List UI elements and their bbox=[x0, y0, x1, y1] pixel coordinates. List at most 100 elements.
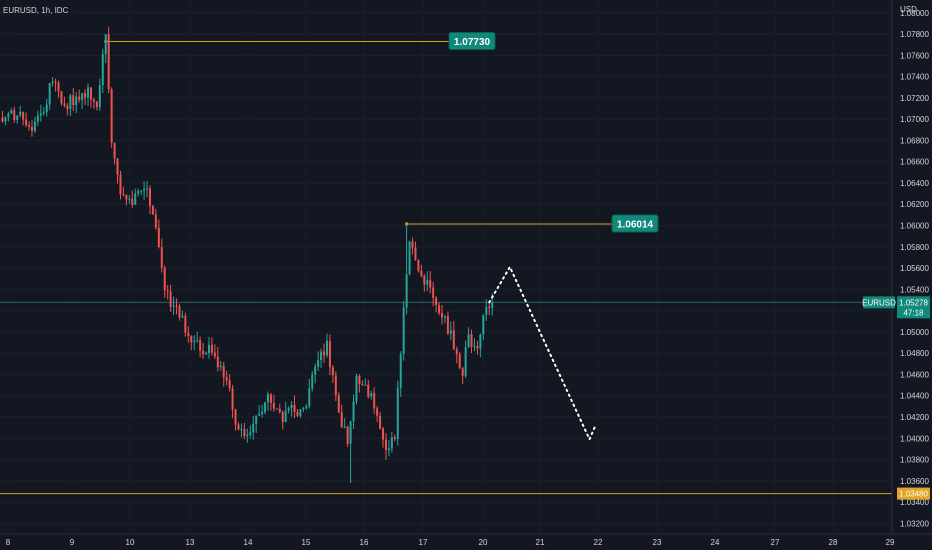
candle-body bbox=[449, 330, 452, 334]
candle-body bbox=[287, 407, 290, 411]
candle-body bbox=[125, 195, 128, 200]
candle-body bbox=[190, 336, 193, 343]
candle-body bbox=[225, 377, 228, 381]
candle-body bbox=[87, 87, 90, 98]
price-tick-label: 1.05400 bbox=[900, 285, 929, 294]
candle-body bbox=[30, 126, 33, 131]
candle-body bbox=[172, 305, 175, 307]
price-tick-label: 1.04000 bbox=[900, 434, 929, 443]
candle-body bbox=[28, 125, 31, 127]
candle-body bbox=[485, 306, 488, 315]
candle-body bbox=[110, 89, 113, 143]
price-tick-label: 1.03600 bbox=[900, 477, 929, 486]
candle-body bbox=[243, 429, 246, 437]
time-tick-label: 13 bbox=[186, 538, 195, 547]
candle-body bbox=[308, 388, 311, 407]
candle-body bbox=[349, 421, 352, 444]
price-tick-label: 1.04400 bbox=[900, 392, 929, 401]
candle-body bbox=[358, 375, 361, 384]
price-tick-label: 1.08000 bbox=[900, 9, 929, 18]
time-tick-label: 9 bbox=[70, 538, 75, 547]
candle-body bbox=[84, 93, 87, 98]
candle-body bbox=[66, 105, 69, 109]
candle-body bbox=[461, 367, 464, 376]
candle-body bbox=[89, 87, 92, 100]
candle-body bbox=[1, 117, 4, 122]
candle-body bbox=[364, 384, 367, 386]
time-tick-label: 20 bbox=[479, 538, 488, 547]
candle-body bbox=[202, 350, 205, 355]
candle-body bbox=[10, 110, 13, 114]
price-tick-label: 1.07000 bbox=[900, 115, 929, 124]
candle-body bbox=[199, 340, 202, 351]
candle-body bbox=[163, 267, 166, 291]
candle-body bbox=[222, 365, 225, 378]
candle-body bbox=[376, 408, 379, 416]
candle-body bbox=[205, 352, 208, 355]
time-tick-label: 17 bbox=[419, 538, 428, 547]
candle-body bbox=[39, 113, 42, 116]
candle-body bbox=[181, 315, 184, 318]
candle-body bbox=[355, 375, 358, 402]
candle-body bbox=[128, 198, 131, 200]
candle-body bbox=[258, 413, 261, 416]
candle-body bbox=[390, 437, 393, 449]
candle-body bbox=[476, 345, 479, 349]
candle-body bbox=[196, 340, 199, 342]
price-tick-label: 1.06200 bbox=[900, 200, 929, 209]
candle-body bbox=[19, 111, 22, 116]
last-price-box bbox=[897, 296, 930, 319]
candle-body bbox=[231, 388, 234, 410]
price-tick-label: 1.04600 bbox=[900, 370, 929, 379]
candle-body bbox=[216, 356, 219, 368]
price-tick-label: 1.06600 bbox=[900, 158, 929, 167]
candle-body bbox=[116, 158, 119, 175]
price-tick-label: 1.07800 bbox=[900, 30, 929, 39]
currency-label: USD bbox=[900, 5, 917, 14]
candle-body bbox=[290, 405, 293, 408]
candle-body bbox=[63, 103, 66, 106]
candle-body bbox=[269, 394, 272, 404]
candle-body bbox=[13, 110, 16, 120]
time-axis[interactable]: 8 9 10 13 14 15 16 17 20 21 22 23 24 27 28 29 bbox=[6, 538, 895, 547]
candle-body bbox=[113, 142, 116, 159]
candle-body bbox=[278, 408, 281, 413]
candle-body bbox=[296, 411, 299, 416]
candle-body bbox=[240, 429, 243, 431]
time-tick-label: 14 bbox=[244, 538, 253, 547]
candle-body bbox=[213, 352, 216, 357]
candle-body bbox=[423, 275, 426, 285]
candle-body bbox=[7, 113, 10, 118]
price-axis[interactable]: 1.08000 1.07800 1.07600 1.07400 1.07200 1.070… bbox=[900, 9, 929, 529]
symbol-label: EURUSD, 1h, IDC bbox=[3, 6, 69, 15]
candle-body bbox=[467, 334, 470, 348]
time-tick-label: 29 bbox=[886, 538, 895, 547]
candle-body bbox=[470, 334, 473, 347]
time-tick-label: 28 bbox=[829, 538, 838, 547]
candle-body bbox=[42, 112, 45, 114]
candle-body bbox=[331, 367, 334, 376]
candle-body bbox=[328, 340, 331, 368]
candle-body bbox=[370, 393, 373, 397]
candle-body bbox=[143, 189, 146, 191]
candle-body bbox=[387, 448, 390, 451]
candle-body bbox=[169, 291, 172, 307]
candle-body bbox=[393, 437, 396, 440]
candle-body bbox=[435, 297, 438, 306]
candle-body bbox=[284, 410, 287, 422]
candle-body bbox=[95, 101, 98, 108]
candle-body bbox=[441, 312, 444, 318]
time-tick-label: 10 bbox=[126, 538, 135, 547]
candle-body bbox=[98, 85, 101, 108]
price-tick-label: 1.05800 bbox=[900, 243, 929, 252]
candle-body bbox=[299, 409, 302, 416]
candle-body bbox=[272, 403, 275, 409]
candle-body bbox=[246, 434, 249, 437]
candle-body bbox=[399, 353, 402, 388]
candle-body bbox=[22, 111, 25, 120]
candle-body bbox=[107, 34, 110, 90]
candle-body bbox=[122, 194, 125, 196]
candle-body bbox=[237, 424, 240, 430]
